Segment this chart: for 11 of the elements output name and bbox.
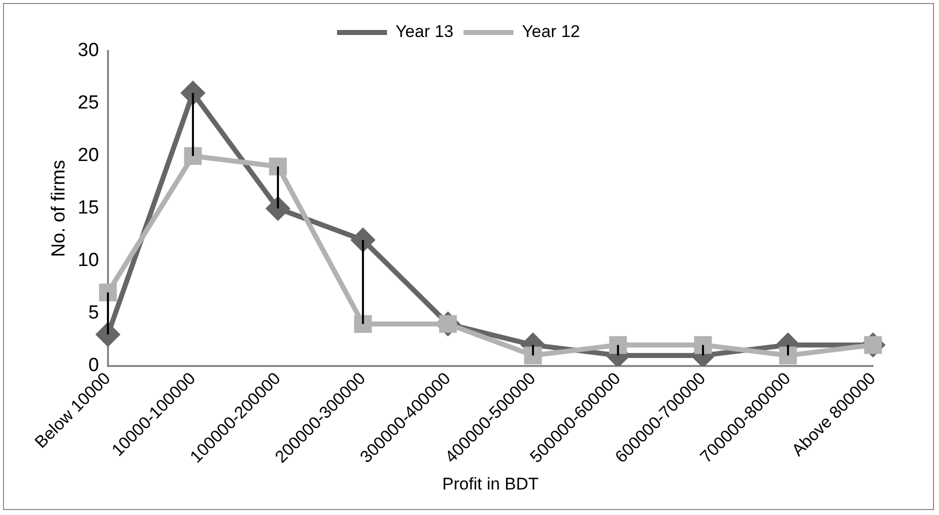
y-tick-label: 25 <box>78 92 99 114</box>
y-tick-label: 20 <box>78 145 99 166</box>
y-tick-label: 30 <box>78 40 99 62</box>
y-tick-label: 0 <box>88 355 99 376</box>
y-tick-label: 10 <box>78 250 99 272</box>
x-axis-title: Profit in BDT <box>442 474 539 494</box>
y-tick-label: 15 <box>78 198 99 219</box>
y-tick-label: 5 <box>88 302 99 324</box>
y-axis-title: No. of firms <box>48 160 70 258</box>
legend-label: Year 12 <box>522 22 580 42</box>
legend-label: Year 13 <box>396 22 454 42</box>
